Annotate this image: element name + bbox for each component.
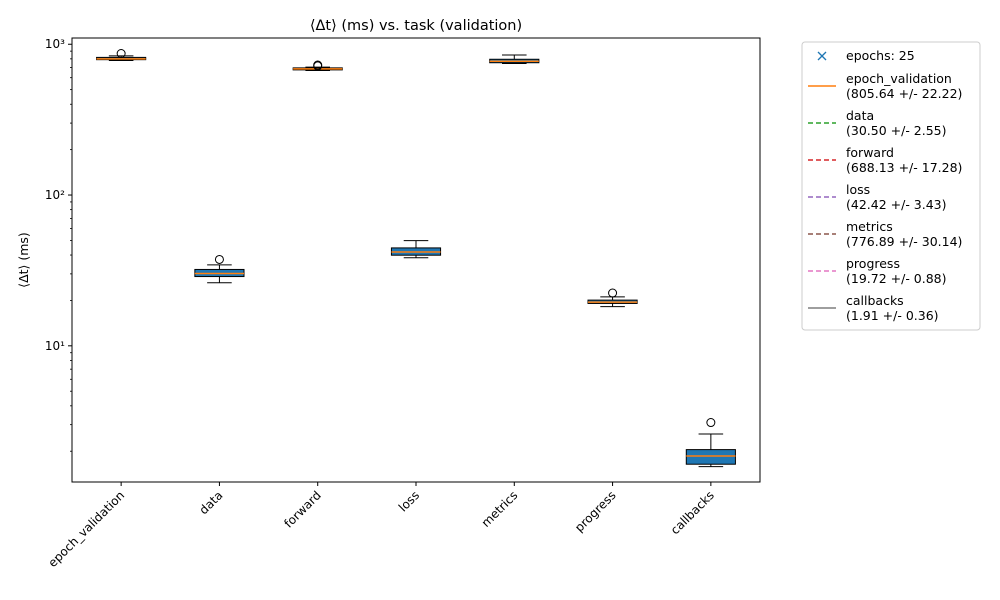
legend-sublabel: (776.89 +/- 30.14) xyxy=(846,234,962,249)
outlier-point xyxy=(608,288,618,298)
legend-entry: data(30.50 +/- 2.55) xyxy=(808,108,947,138)
legend-sublabel: (805.64 +/- 22.22) xyxy=(846,86,962,101)
outlier-point xyxy=(116,49,126,59)
box-callbacks xyxy=(685,418,736,468)
x-tick-label: epoch_validation xyxy=(46,488,128,570)
legend-sublabel: (1.91 +/- 0.36) xyxy=(846,308,939,323)
box-epoch_validation xyxy=(96,49,147,62)
x-tick-label: progress xyxy=(572,488,619,535)
legend-sublabel: (42.42 +/- 3.43) xyxy=(846,197,947,212)
epochs-marker-icon xyxy=(817,51,827,61)
outlier-point xyxy=(214,254,224,264)
legend-sublabel: (19.72 +/- 0.88) xyxy=(846,271,947,286)
legend-entry: epoch_validation(805.64 +/- 22.22) xyxy=(808,71,962,101)
x-tick-label: data xyxy=(197,488,226,517)
outlier-point xyxy=(706,418,716,428)
axes-frame xyxy=(71,37,761,483)
legend-entry: progress(19.72 +/- 0.88) xyxy=(808,256,947,286)
legend-sublabel: (688.13 +/- 17.28) xyxy=(846,160,962,175)
legend-frame xyxy=(801,41,981,331)
legend: epochs: 25 epoch_validation(805.64 +/- 22… xyxy=(801,41,981,331)
x-tick-label: forward xyxy=(281,488,323,530)
y-tick-label: 10² xyxy=(45,188,65,202)
x-tick-label: loss xyxy=(396,488,422,514)
legend-label: forward xyxy=(846,145,894,160)
box-metrics xyxy=(489,54,540,65)
box-loss xyxy=(390,240,442,259)
legend-label: metrics xyxy=(846,219,893,234)
y-tick-label: 10³ xyxy=(45,37,65,51)
legend-label: loss xyxy=(846,182,870,197)
legend-entry: epochs: 25 xyxy=(817,48,915,63)
legend-label: epochs: 25 xyxy=(846,48,915,63)
plot-area: 10¹ 10² 10³ epoch_validation data forward loss… xyxy=(45,37,736,570)
y-axis-label: ⟨Δt⟩ (ms) xyxy=(16,232,31,288)
box-iqr xyxy=(685,449,736,465)
box-progress xyxy=(587,288,638,308)
legend-label: callbacks xyxy=(846,293,904,308)
x-tick-label: callbacks xyxy=(668,488,717,537)
legend-label: epoch_validation xyxy=(846,71,952,86)
x-tick-label: metrics xyxy=(479,488,521,530)
legend-entry: forward(688.13 +/- 17.28) xyxy=(808,145,962,175)
box-data xyxy=(194,254,245,284)
chart-title: ⟨Δt⟩ (ms) vs. task (validation) xyxy=(310,18,522,34)
legend-entry: metrics(776.89 +/- 30.14) xyxy=(808,219,962,249)
legend-entry: callbacks(1.91 +/- 0.36) xyxy=(808,293,939,323)
box-forward xyxy=(292,60,343,71)
y-tick-label: 10¹ xyxy=(45,339,65,353)
legend-sublabel: (30.50 +/- 2.55) xyxy=(846,123,947,138)
legend-entry: loss(42.42 +/- 3.43) xyxy=(808,182,947,212)
legend-label: progress xyxy=(846,256,900,271)
legend-label: data xyxy=(846,108,874,123)
outlier-point xyxy=(313,60,323,70)
